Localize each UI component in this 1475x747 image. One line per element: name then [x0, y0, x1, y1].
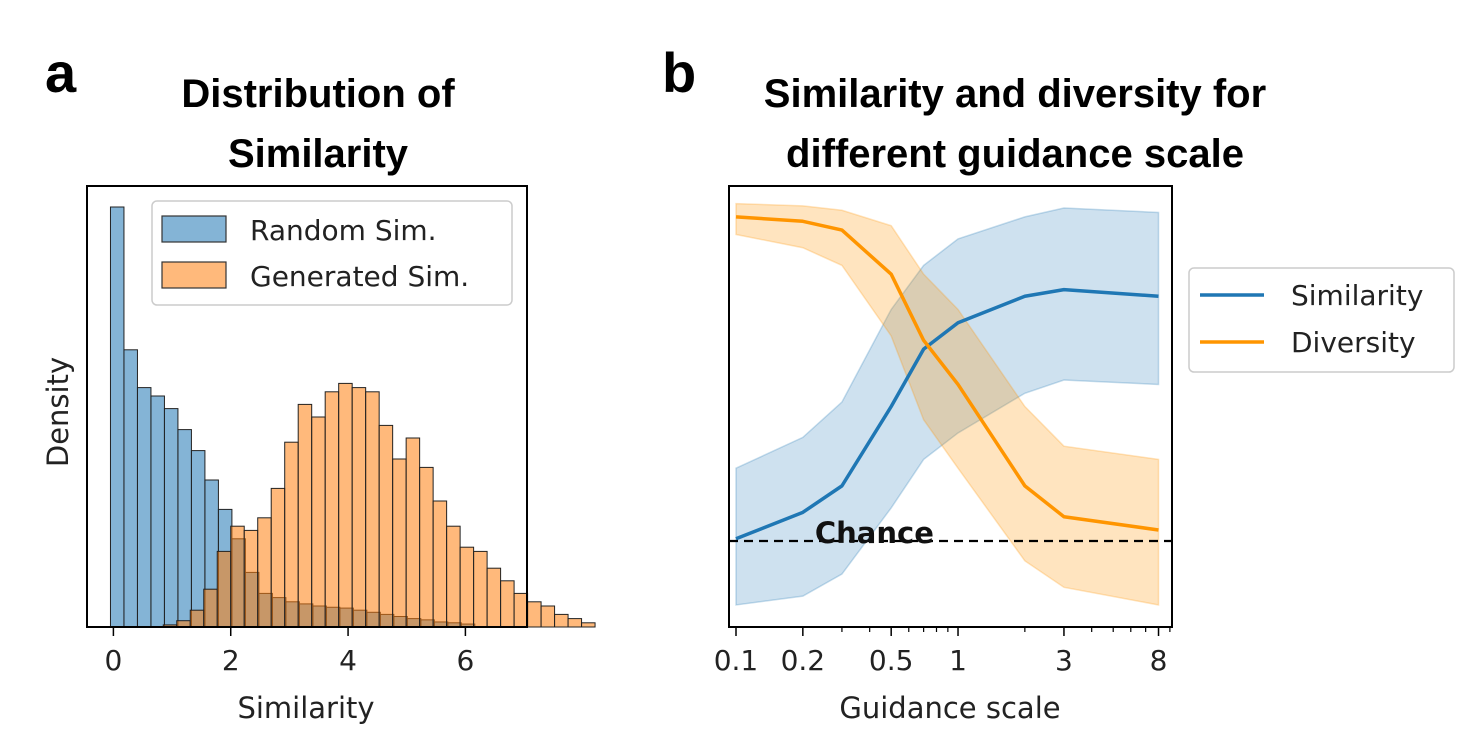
generated-sim-bar: [567, 618, 583, 628]
panel-b-x-axis-label: Guidance scale: [839, 691, 1060, 725]
panel-b-x-ticks: 0.1 0.2 0.5 1 3 8: [714, 627, 1168, 677]
legend-label-similarity: Similarity: [1291, 279, 1423, 312]
generated-sim-bar: [378, 424, 394, 628]
panel-b-title-line-1: Similarity and diversity for: [764, 72, 1266, 116]
generated-sim-bar: [257, 517, 272, 628]
panel-b-legend: Similarity Diversity: [1188, 267, 1455, 373]
generated-sim-bar: [540, 605, 556, 628]
random-sim-bar: [123, 349, 138, 628]
legend-swatch-random: [161, 215, 227, 243]
panel-a-title-line-1: Distribution of: [181, 72, 455, 116]
panel-b-x-tick-label: 3: [1055, 644, 1073, 677]
generated-sim-bar: [527, 601, 542, 628]
generated-sim-bar: [338, 382, 353, 628]
panel-a-legend: Random Sim. Generated Sim.: [151, 200, 513, 306]
random-sim-bar: [177, 429, 192, 628]
panel-b-label: b: [662, 41, 696, 104]
generated-sim-bar: [216, 550, 232, 628]
panel-b: b Similarity and diversity for different…: [662, 41, 1455, 725]
panel-a-title-line-2: Similarity: [228, 132, 409, 176]
diversity-line: [735, 215, 1159, 532]
panel-a: a Distribution of Similarity 0 2 4 6 Simila…: [41, 41, 596, 725]
similarity-confidence-band: [735, 207, 1160, 606]
generated-sim-bar: [365, 391, 380, 628]
panel-b-x-tick-label: 8: [1150, 644, 1168, 677]
panel-b-x-tick-label: 0.2: [781, 644, 826, 677]
panel-a-x-axis-label: Similarity: [237, 691, 374, 725]
similarity-line: [735, 287, 1159, 541]
panel-a-x-tick-label: 0: [104, 644, 122, 677]
panel-a-x-tick-label: 4: [339, 644, 357, 677]
generated-sim-bar: [392, 458, 407, 628]
generated-sim-bar: [432, 500, 448, 628]
generated-sim-bar: [459, 546, 475, 628]
random-sim-bar: [150, 395, 165, 628]
panel-a-label: a: [45, 41, 77, 104]
generated-sim-bar: [446, 525, 461, 628]
legend-swatch-generated: [161, 261, 227, 289]
generated-sim-bar: [270, 487, 286, 628]
generated-sim-bar: [297, 403, 313, 628]
panel-b-x-tick-label: 1: [949, 644, 967, 677]
panel-a-generated-bars: [162, 382, 596, 628]
legend-label-generated: Generated Sim.: [250, 260, 469, 293]
panel-a-random-bars: [109, 206, 476, 628]
chance-label: Chance: [815, 516, 934, 550]
generated-sim-bar: [554, 613, 569, 628]
panel-b-axes-frame: [728, 185, 1173, 628]
generated-sim-bar: [473, 550, 488, 628]
panel-a-x-tick-label: 2: [222, 644, 240, 677]
panel-b-x-tick-label: 0.5: [869, 644, 914, 677]
panel-a-x-ticks: 0 2 4 6: [104, 627, 474, 677]
generated-sim-bar: [311, 416, 326, 628]
random-sim-bar: [163, 408, 179, 628]
legend-label-diversity: Diversity: [1291, 326, 1416, 359]
generated-sim-bar: [243, 529, 259, 628]
generated-sim-bar: [189, 609, 205, 628]
panel-b-x-tick-label: 0.1: [714, 644, 759, 677]
generated-sim-bar: [203, 588, 218, 628]
random-sim-bar: [190, 450, 206, 628]
panel-a-x-tick-label: 6: [456, 644, 474, 677]
panel-a-y-axis-label: Density: [41, 357, 75, 467]
generated-sim-bar: [486, 567, 502, 628]
legend-label-random: Random Sim.: [250, 214, 437, 247]
random-sim-bar: [109, 206, 125, 628]
generated-sim-bar: [500, 580, 515, 628]
generated-sim-bar: [581, 622, 596, 628]
generated-sim-bar: [230, 525, 245, 628]
generated-sim-bar: [284, 441, 299, 628]
generated-sim-bar: [324, 391, 340, 628]
panel-a-legend-box: [151, 200, 513, 306]
generated-sim-bar: [351, 387, 367, 628]
diversity-confidence-band: [735, 202, 1160, 606]
panel-b-minor-ticks: [841, 627, 1171, 632]
generated-sim-bar: [513, 592, 529, 628]
generated-sim-bar: [405, 437, 421, 628]
generated-sim-bar: [419, 466, 434, 628]
panel-b-title-line-2: different guidance scale: [786, 132, 1244, 176]
random-sim-bar: [136, 387, 152, 628]
panel-a-axes-frame: [86, 185, 528, 628]
